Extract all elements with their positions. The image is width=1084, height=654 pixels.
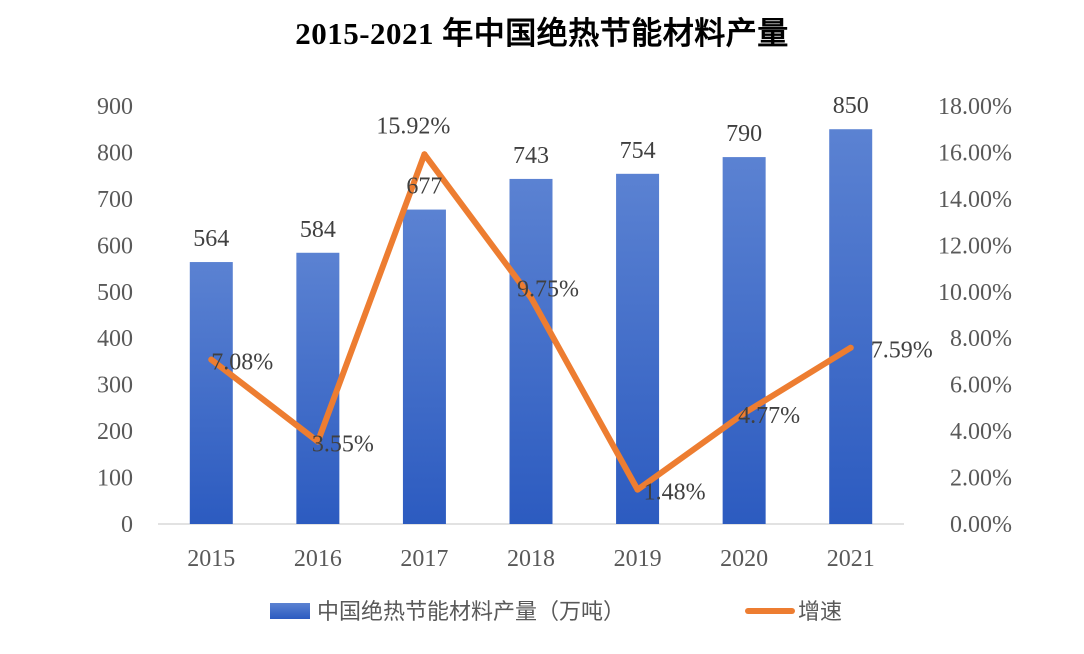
- growth-point-2019: [634, 486, 641, 493]
- bar-2016: [296, 252, 340, 524]
- left-y-tick-label: 400: [97, 326, 133, 352]
- bar-series: [189, 129, 873, 525]
- x-tick-label: 2016: [294, 546, 342, 572]
- growth-point-2015: [208, 356, 215, 363]
- bar-value-label: 584: [300, 217, 336, 243]
- bar-2015: [189, 262, 233, 524]
- bar-2019: [616, 173, 660, 524]
- x-tick-label: 2019: [614, 546, 662, 572]
- bar-2017: [402, 209, 446, 524]
- bar-2020: [722, 157, 766, 525]
- right-y-axis: 0.00% 2.00% 4.00% 6.00% 8.00% 10.00% 12.00% 14.…: [938, 94, 1012, 538]
- growth-point-2016: [314, 438, 321, 445]
- bar-value-label: 790: [726, 121, 762, 147]
- legend: 中国绝热节能材料产量（万吨） 增速: [270, 600, 842, 625]
- x-tick-label: 2018: [507, 546, 555, 572]
- left-y-axis: 0 100 200 300 400 500 600 700 800 900: [97, 94, 133, 538]
- growth-value-label: 3.55%: [312, 432, 374, 458]
- x-tick-label: 2020: [720, 546, 768, 572]
- bar-data-labels: 564 584 677 743 754 790 850: [193, 93, 868, 252]
- growth-value-label: 9.75%: [517, 277, 579, 303]
- growth-value-label: 7.08%: [211, 350, 273, 376]
- right-y-tick-label: 18.00%: [938, 94, 1012, 120]
- x-axis: 2015 2016 2017 2018 2019 2020 2021: [187, 546, 874, 572]
- left-y-tick-label: 300: [97, 373, 133, 399]
- growth-value-label: 4.77%: [738, 403, 800, 429]
- left-y-tick-label: 200: [97, 419, 133, 445]
- right-y-tick-label: 0.00%: [950, 512, 1012, 538]
- growth-point-2018: [528, 294, 534, 301]
- legend-bar-label: 中国绝热节能材料产量（万吨）: [317, 600, 625, 625]
- right-y-tick-label: 2.00%: [950, 466, 1012, 492]
- bar-2021: [829, 129, 873, 524]
- right-y-tick-label: 14.00%: [938, 187, 1012, 213]
- bar-value-label: 850: [833, 93, 869, 119]
- right-y-tick-label: 16.00%: [938, 140, 1012, 166]
- growth-value-label: 1.48%: [644, 480, 706, 506]
- growth-value-label: 7.59%: [871, 338, 933, 364]
- line-data-labels: 7.08% 3.55% 15.92% 9.75% 1.48% 4.77% 7.59%: [211, 113, 932, 505]
- right-y-tick-label: 10.00%: [938, 280, 1012, 306]
- growth-point-2020: [741, 410, 748, 417]
- line-series: [208, 151, 854, 493]
- growth-point-2017: [421, 151, 428, 158]
- left-y-tick-label: 900: [97, 94, 133, 120]
- left-y-tick-label: 700: [97, 187, 133, 213]
- growth-point-2021: [847, 344, 854, 351]
- right-y-tick-label: 8.00%: [950, 326, 1012, 352]
- legend-bar-swatch: [270, 603, 310, 619]
- left-y-tick-label: 600: [97, 233, 133, 259]
- bar-value-label: 754: [620, 138, 656, 164]
- x-tick-label: 2015: [187, 546, 235, 572]
- left-y-tick-label: 100: [97, 466, 133, 492]
- left-y-tick-label: 0: [121, 512, 133, 538]
- left-y-tick-label: 500: [97, 280, 133, 306]
- right-y-tick-label: 6.00%: [950, 373, 1012, 399]
- growth-value-label: 15.92%: [376, 113, 450, 139]
- left-y-tick-label: 800: [97, 140, 133, 166]
- bar-2018: [509, 178, 553, 524]
- bar-value-label: 564: [193, 226, 229, 252]
- bar-value-label: 677: [406, 174, 442, 200]
- x-tick-label: 2021: [827, 546, 875, 572]
- chart-title: 2015-2021 年中国绝热节能材料产量: [295, 16, 789, 51]
- bar-value-label: 743: [513, 143, 549, 169]
- legend-line-label: 增速: [798, 600, 842, 625]
- x-tick-label: 2017: [400, 546, 448, 572]
- right-y-tick-label: 4.00%: [950, 419, 1012, 445]
- right-y-tick-label: 12.00%: [938, 233, 1012, 259]
